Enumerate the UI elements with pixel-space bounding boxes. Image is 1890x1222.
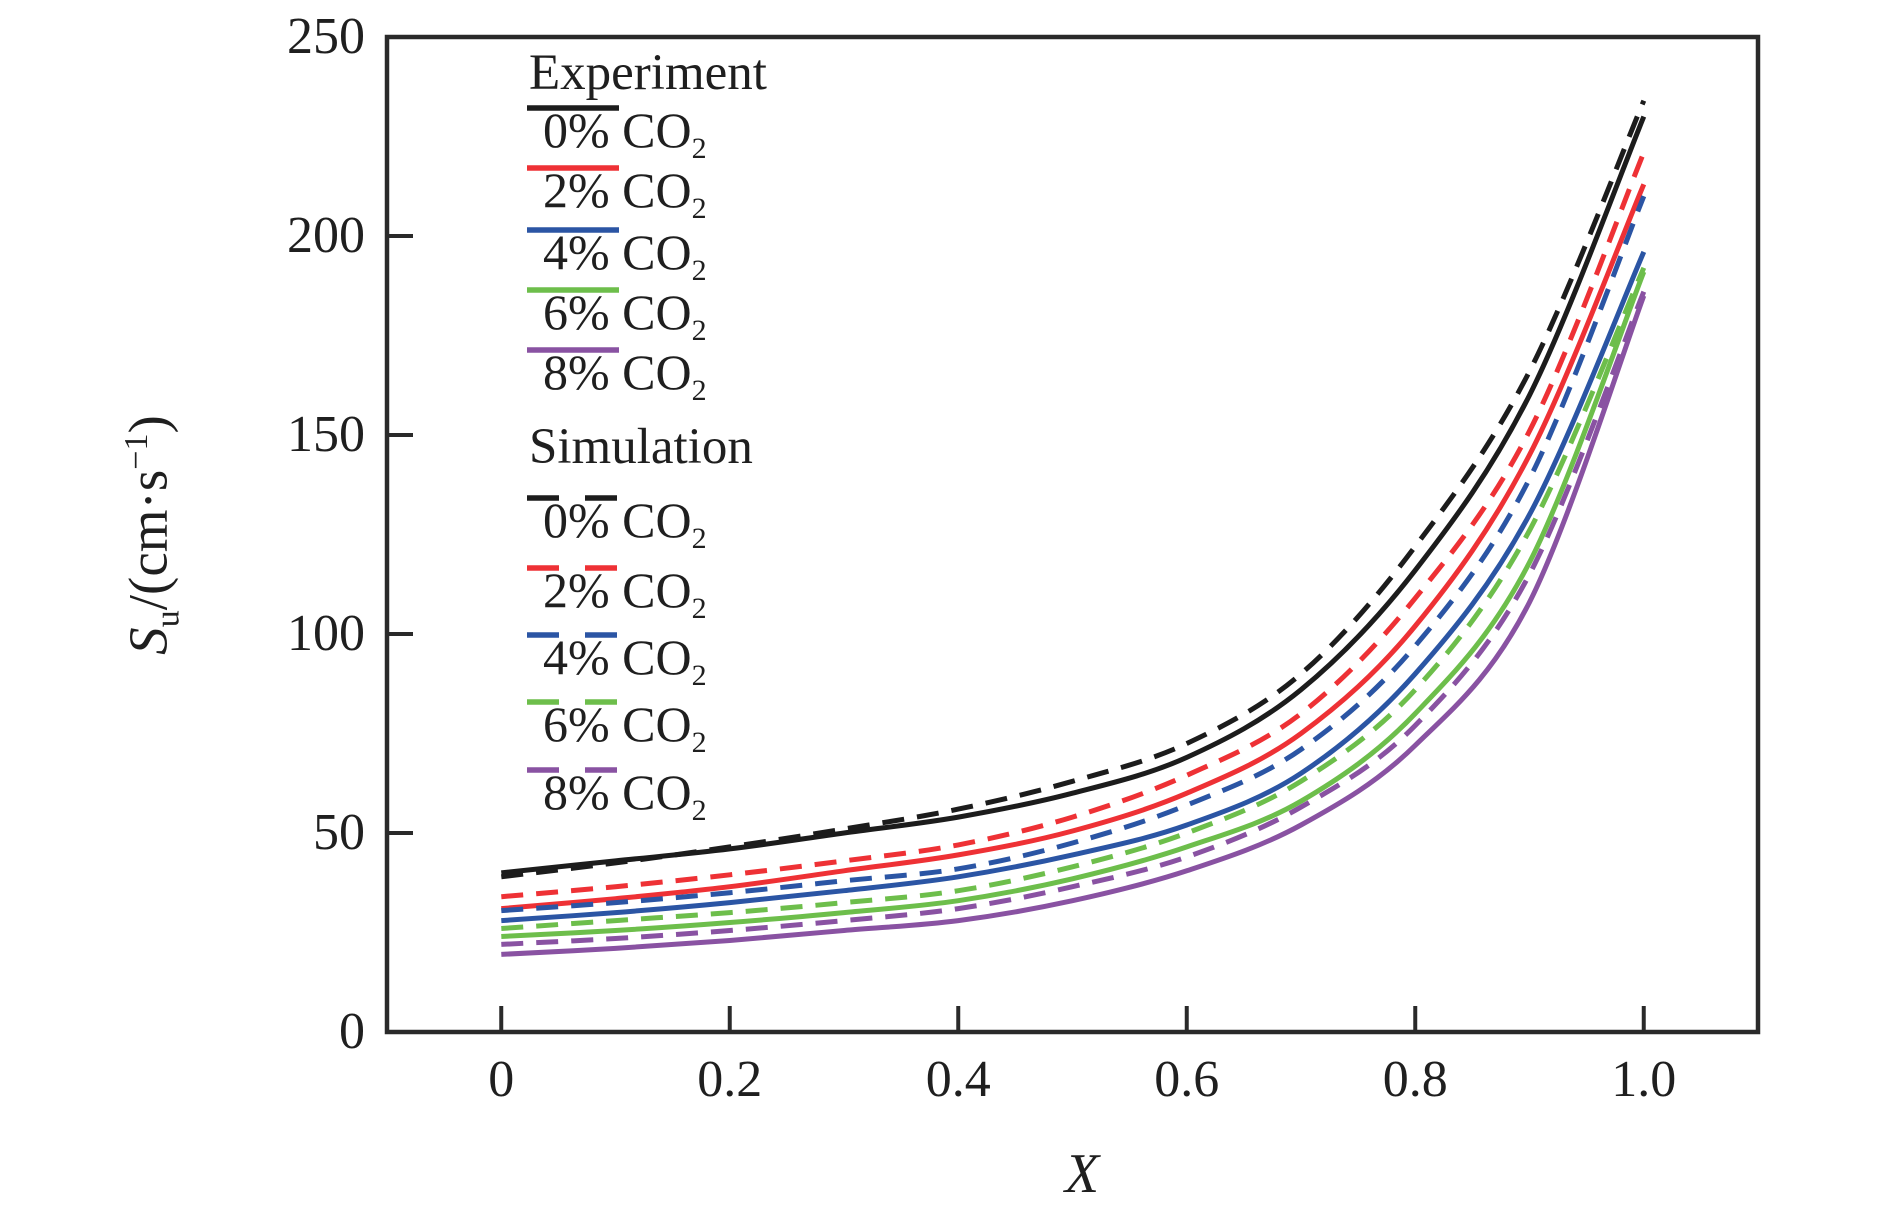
plot-frame — [384, 34, 1761, 1035]
legend-swatch-dashed — [527, 699, 619, 705]
legend-swatch-solid — [527, 287, 619, 293]
simulation-curve-8co — [501, 290, 1647, 947]
legend-swatch-solid — [527, 347, 619, 353]
legend-item: 6% CO2 — [527, 695, 707, 759]
legend-label: 4% CO2 — [543, 223, 707, 287]
y-axis-symbol: S — [117, 627, 179, 655]
y-tick-label: 150 — [287, 406, 365, 463]
legend-swatch-dashed — [527, 565, 619, 571]
legend-label: 2% CO2 — [543, 161, 707, 225]
experiment-curve-6co — [501, 270, 1647, 939]
y-tick-label: 0 — [339, 1003, 365, 1060]
simulation-curve-6co — [501, 266, 1647, 931]
legend-swatch-dashed — [527, 632, 619, 638]
legend-swatch-solid — [527, 165, 619, 171]
legend-label: 4% CO2 — [543, 628, 707, 692]
y-axis-title: Su/(cm·s−1) — [117, 415, 188, 655]
x-tick-label: 0.8 — [1382, 1051, 1448, 1108]
legend-swatch-dashed — [527, 495, 619, 501]
legend-label: 6% CO2 — [543, 695, 707, 759]
legend-label: 0% CO2 — [543, 491, 707, 555]
y-tick-label: 250 — [287, 8, 365, 65]
experiment-curve-2co — [501, 183, 1647, 912]
y-axis-unit: /(cm·s — [117, 469, 179, 611]
legend-item: 4% CO2 — [527, 223, 707, 287]
legend-item: 6% CO2 — [527, 283, 707, 347]
legend-group-title-experiment: Experiment — [529, 45, 767, 101]
legend-item: 0% CO2 — [527, 491, 707, 555]
x-tick-label: 0.6 — [1154, 1051, 1220, 1108]
legend-group-title-simulation: Simulation — [529, 419, 753, 475]
y-tick-label: 200 — [287, 207, 365, 264]
y-tick-label: 100 — [287, 605, 365, 662]
legend-label: 8% CO2 — [543, 763, 707, 827]
legend-item: 2% CO2 — [527, 161, 707, 225]
legend-swatch-solid — [527, 105, 619, 111]
simulation-curve-4co — [501, 195, 1647, 914]
x-tick-label: 0.2 — [697, 1051, 763, 1108]
legend-item: 4% CO2 — [527, 628, 707, 692]
experiment-curve-4co — [501, 250, 1647, 924]
legend-label: 0% CO2 — [543, 101, 707, 165]
legend-label: 6% CO2 — [543, 283, 707, 347]
x-tick-label: 0 — [488, 1051, 515, 1108]
x-tick-label: 0.4 — [925, 1051, 991, 1108]
experiment-curve-8co — [501, 294, 1647, 957]
legend-swatch-solid — [527, 227, 619, 233]
legend-item: 2% CO2 — [527, 561, 707, 625]
x-tick-label: 1.0 — [1611, 1051, 1677, 1108]
simulation-curve-2co — [501, 151, 1647, 900]
y-axis-subscript: u — [149, 610, 187, 628]
legend-item: 8% CO2 — [527, 763, 707, 827]
y-axis-exponent: −1 — [118, 433, 156, 470]
legend-label: 2% CO2 — [543, 561, 707, 625]
legend-label: 8% CO2 — [543, 343, 707, 407]
y-axis-unit-close: ) — [117, 415, 179, 434]
x-axis-title: X — [1064, 1143, 1100, 1205]
legend-item: 0% CO2 — [527, 101, 707, 165]
legend-swatch-dashed — [527, 767, 619, 773]
y-tick-label: 50 — [313, 804, 365, 861]
legend-item: 8% CO2 — [527, 343, 707, 407]
curves-group — [500, 99, 1647, 957]
simulation-curve-0co — [500, 99, 1647, 880]
